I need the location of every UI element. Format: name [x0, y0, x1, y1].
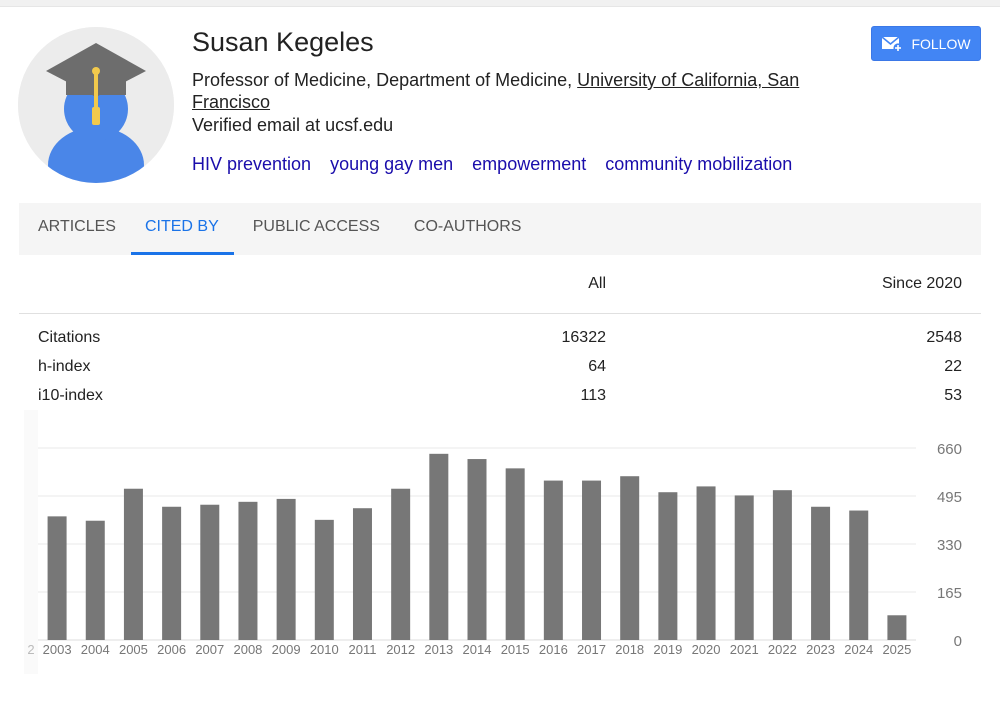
y-tick-label: 495	[937, 489, 962, 506]
x-tick-label: 2004	[81, 642, 110, 657]
y-tick-label: 660	[937, 441, 962, 458]
chart-svg: 0 165 330 495 660 2003 2004 2005 2006 2007 2008 200…	[24, 410, 962, 674]
x-tick-label: 2024	[844, 642, 873, 657]
avatar	[18, 27, 174, 183]
stat-all-value: 113	[580, 387, 606, 404]
citation-stats-table: All Since 2020 Citations 16322 2548 h-in…	[19, 262, 981, 410]
x-tick-label: 2021	[730, 642, 759, 657]
x-tick-label: 2017	[577, 642, 606, 657]
stats-row-h-index: h-index 64 22	[19, 352, 981, 381]
profile-name: Susan Kegeles	[192, 27, 374, 57]
x-tick-label: 2012	[386, 642, 415, 657]
y-tick-label: 165	[937, 585, 962, 602]
stat-label: i10-index	[38, 387, 103, 404]
stat-all-value: 16322	[561, 329, 607, 346]
x-tick-label: 2013	[424, 642, 453, 657]
x-tick-label: 2015	[501, 642, 530, 657]
stats-row-i10-index: i10-index 113 53	[19, 381, 981, 410]
interest-link[interactable]: young gay men	[330, 154, 454, 174]
bar-2014	[467, 459, 487, 640]
bar-2015	[505, 468, 525, 640]
tab-articles[interactable]: ARTICLES	[38, 218, 116, 235]
bar-2006	[162, 506, 182, 640]
stat-label: Citations	[38, 329, 101, 346]
graduate-avatar-icon	[18, 27, 174, 183]
bar-2016	[543, 480, 563, 640]
tab-cited-by[interactable]: CITED BY	[130, 203, 234, 255]
bar-2009	[276, 498, 296, 640]
bar-2017	[582, 480, 602, 640]
bar-2022	[772, 490, 792, 640]
interest-link[interactable]: empowerment	[472, 154, 587, 174]
stat-all-value: 64	[588, 358, 606, 375]
x-tick-label: 2014	[463, 642, 492, 657]
tab-public-access[interactable]: PUBLIC ACCESS	[252, 218, 380, 235]
header-all: All	[588, 275, 606, 292]
stat-since-value: 2548	[926, 329, 962, 346]
stats-header-row: All Since 2020	[19, 262, 981, 314]
research-interests: HIV prevention young gay men empowerment…	[192, 154, 792, 175]
interest-link[interactable]: community mobilization	[605, 154, 793, 174]
x-tick-label: 2019	[653, 642, 682, 657]
stat-since-value: 53	[944, 387, 962, 404]
bar-2004	[85, 520, 105, 640]
x-tick-label: 2020	[692, 642, 721, 657]
header-since: Since 2020	[881, 275, 962, 292]
x-tick-label: 2006	[157, 642, 186, 657]
interest-link[interactable]: HIV prevention	[192, 154, 312, 174]
x-tick-label: 2022	[768, 642, 797, 657]
y-tick-label: 330	[937, 537, 962, 554]
bar-2008	[238, 501, 258, 640]
x-tick-label: 2011	[348, 642, 376, 657]
chart-left-fade	[24, 410, 38, 674]
x-tick-label: 2018	[615, 642, 644, 657]
bar-2018	[620, 476, 640, 640]
citations-per-year-chart: 0 165 330 495 660 2003 2004 2005 2006 2007 2008 200…	[0, 400, 1000, 718]
follow-button[interactable]: FOLLOW	[871, 26, 981, 61]
x-tick-label: 2003	[43, 642, 72, 657]
follow-label: FOLLOW	[911, 35, 971, 52]
bar-2024	[849, 510, 869, 640]
profile-tabs: ARTICLES CITED BY PUBLIC ACCESS CO-AUTHO…	[19, 203, 981, 255]
bar-2013	[429, 453, 449, 640]
x-tick-label: 2008	[233, 642, 262, 657]
tab-co-authors[interactable]: CO-AUTHORS	[413, 218, 522, 235]
verified-email: Verified email at ucsf.edu	[192, 115, 394, 135]
stat-since-value: 22	[944, 358, 962, 375]
bar-2012	[391, 488, 411, 640]
mail-plus-icon	[881, 35, 904, 53]
x-tick-label: 2023	[806, 642, 835, 657]
x-tick-label: 2016	[539, 642, 568, 657]
y-tick-label: 0	[954, 633, 962, 650]
bar-2023	[811, 506, 831, 640]
bar-2020	[696, 486, 716, 640]
bar-2005	[123, 488, 143, 640]
bar-2025	[887, 615, 907, 640]
x-tick-label: 2010	[310, 642, 339, 657]
stats-row-citations: Citations 16322 2548	[19, 323, 981, 352]
stat-label: h-index	[38, 358, 91, 375]
bar-2019	[658, 492, 678, 640]
bar-2003	[47, 516, 67, 640]
bar-2007	[200, 504, 220, 640]
affiliation: Professor of Medicine, Department of Med…	[192, 69, 832, 113]
affiliation-text: Professor of Medicine, Department of Med…	[192, 70, 578, 90]
x-tick-label: 2007	[195, 642, 224, 657]
bar-2021	[734, 495, 754, 640]
x-tick-label: 2025	[882, 642, 911, 657]
x-tick-label-partial: 2	[27, 642, 34, 657]
bar-2011	[352, 508, 372, 640]
x-tick-label: 2005	[119, 642, 148, 657]
affiliation-link[interactable]: University of California, San Francisco	[192, 70, 800, 112]
bar-2010	[314, 519, 334, 640]
top-rule	[0, 0, 1000, 7]
x-tick-label: 2009	[272, 642, 301, 657]
